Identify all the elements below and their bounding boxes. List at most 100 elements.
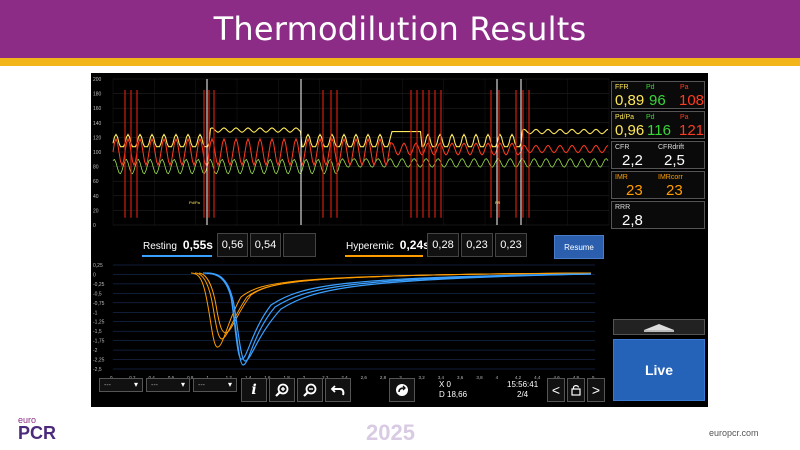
thermo-x-tick: 0,2 xyxy=(129,375,136,380)
resume-button[interactable]: Resume xyxy=(554,235,604,259)
time-readout: 15:56:41 xyxy=(507,380,539,389)
thermo-x-tick: 0,6 xyxy=(168,375,175,380)
transit-time-row: Resting 0,55s 0,56 0,54 Hyperemic 0,24s 0,… xyxy=(138,233,608,261)
dropdown-2[interactable]: --- ▾ xyxy=(146,378,190,392)
cfr-value: 2,2 xyxy=(622,152,643,169)
ffr-box[interactable]: FFR Pd Pa 0,89 96 108 xyxy=(611,81,705,109)
resting-value-3 xyxy=(283,233,316,257)
zoom-in-icon[interactable] xyxy=(269,378,295,402)
thermo-x-ticks: 0 0,2 0,4 0,6 0,8 1 1,2 1,4 1,6 1,8 2 2,2 2,4 2,6 2,8 3… xyxy=(110,375,595,380)
resting-curve-2 xyxy=(204,272,592,366)
thermo-grid xyxy=(113,264,595,370)
pressure-y-tick: 80 xyxy=(93,165,99,171)
time-page-readout: 15:56:41 2/4 xyxy=(507,380,538,400)
thermo-x-tick: 3,2 xyxy=(418,375,425,380)
hyperemic-underline xyxy=(345,255,423,257)
footer-url: europcr.com xyxy=(709,428,759,438)
resting-mean: 0,55s xyxy=(182,238,213,252)
pressure-grid xyxy=(112,78,610,226)
marker-label-fr: FR xyxy=(495,200,500,205)
pdpa-pa-value: 121 xyxy=(679,122,705,139)
thermo-x-tick: 2,4 xyxy=(341,375,348,380)
ecg-trace xyxy=(112,158,609,175)
thermo-y-tick: 0 xyxy=(93,272,96,278)
stack-view-button[interactable] xyxy=(613,319,705,335)
thermo-y-tick: -1,25 xyxy=(93,320,105,326)
pressure-y-tick: 120 xyxy=(93,135,102,141)
pressure-y-tick: 160 xyxy=(93,106,102,112)
lock-icon[interactable] xyxy=(567,378,585,402)
imr-value: 23 xyxy=(626,182,643,199)
thermo-x-tick: 4,2 xyxy=(515,375,522,380)
thermo-x-tick: 2,6 xyxy=(361,375,368,380)
hyperemic-curve-3 xyxy=(198,272,592,334)
pdpa-box[interactable]: Pd/Pa Pd Pa 0,96 116 121 xyxy=(611,111,705,139)
cfr-drift-value: 2,5 xyxy=(664,152,685,169)
thermo-x-tick: 1 xyxy=(206,375,209,380)
thermo-y-tick: 0,25 xyxy=(93,263,103,269)
imr-box[interactable]: IMR IMRcorr 23 23 xyxy=(611,171,705,199)
thermo-y-tick: -2,5 xyxy=(93,367,102,373)
dropdown-3[interactable]: --- ▾ xyxy=(193,378,237,392)
ffr-pd-value: 96 xyxy=(649,92,666,109)
d-readout: D 18,66 xyxy=(439,390,468,399)
chevron-left-icon[interactable]: < xyxy=(547,378,565,402)
pdpa-pd-value: 116 xyxy=(647,122,671,139)
pressure-y-tick: 40 xyxy=(93,194,99,200)
thermo-y-ticks: 0,25 0 -0,25 -0,5 -0,75 -1 -1,25 -1,5 -1,75 -2 -2,… xyxy=(93,263,105,373)
cfr-box[interactable]: CFR CFRdrift 2,2 2,5 xyxy=(611,141,705,169)
pressure-y-tick: 20 xyxy=(93,208,99,214)
x-readout: X 0 xyxy=(439,380,452,389)
thermo-x-tick: 0 xyxy=(110,375,113,380)
caret-down-icon: ▾ xyxy=(180,380,185,389)
resting-underline xyxy=(142,255,212,257)
thermo-x-tick: 1,2 xyxy=(226,375,233,380)
thermo-x-tick: 4,6 xyxy=(553,375,560,380)
monitor-screen: 200 180 160 140 120 100 80 60 40 20 0 Pd/Pa FR Res… xyxy=(91,73,708,407)
live-button[interactable]: Live xyxy=(613,339,705,401)
resting-value-2: 0,54 xyxy=(250,233,281,257)
zoom-out-icon[interactable] xyxy=(297,378,323,402)
hyperemic-value-3: 0,23 xyxy=(495,233,527,257)
hyperemic-value-2: 0,23 xyxy=(461,233,493,257)
undo-icon[interactable] xyxy=(325,378,351,402)
thermo-x-tick: 1,6 xyxy=(264,375,271,380)
thermo-y-tick: -1,75 xyxy=(93,339,105,345)
pressure-y-tick: 200 xyxy=(93,77,102,83)
rrr-box[interactable]: RRR 2,8 xyxy=(611,201,705,229)
hyperemic-label: Hyperemic 0,24s xyxy=(346,238,430,252)
caret-down-icon: ▾ xyxy=(133,380,138,389)
thermo-x-tick: 0,4 xyxy=(149,375,156,380)
pd-trace xyxy=(112,137,609,167)
pressure-y-tick: 0 xyxy=(93,223,96,229)
redo-icon[interactable] xyxy=(389,378,415,402)
chevron-right-icon[interactable]: > xyxy=(587,378,605,402)
pressure-y-tick: 140 xyxy=(93,121,102,127)
cursor-readout: X 0 D 18,66 xyxy=(439,380,467,400)
resting-curve-1 xyxy=(202,272,592,360)
thermo-x-tick: 1,4 xyxy=(245,375,252,380)
thermo-x-tick: 5 xyxy=(592,375,595,380)
stack-icon xyxy=(644,324,674,332)
thermo-y-tick: -1 xyxy=(93,310,98,316)
pressure-y-tick: 180 xyxy=(93,92,102,98)
marker-label-pdpa: Pd/Pa xyxy=(189,200,201,205)
page-readout: 2/4 xyxy=(517,390,529,399)
hyperemic-value-1: 0,28 xyxy=(427,233,459,257)
info-icon[interactable]: i xyxy=(241,378,267,402)
thermo-x-tick: 3 xyxy=(399,375,402,380)
thermo-x-tick: 3,6 xyxy=(457,375,464,380)
title-bar: Thermodilution Results xyxy=(0,0,800,58)
dropdown-1[interactable]: --- ▾ xyxy=(99,378,143,392)
thermo-y-tick: -0,25 xyxy=(93,282,105,288)
results-sidebar: FFR Pd Pa 0,89 96 108 Pd/Pa Pd Pa 0,96 1… xyxy=(611,81,707,231)
thermo-y-tick: -0,75 xyxy=(93,301,105,307)
bottom-toolbar: --- ▾ --- ▾ --- ▾ i X 0 D 18,66 15:56:41 xyxy=(99,378,609,402)
thermodilution-plot: 0,250-0,25-0,5-0,75-1-1,25-1,5-1,75-2-2,… xyxy=(93,263,595,380)
caret-down-icon: ▾ xyxy=(227,380,232,389)
ffr-value: 0,89 xyxy=(615,92,645,109)
thermo-x-tick: 4,8 xyxy=(573,375,580,380)
thermo-x-tick: 3,4 xyxy=(438,375,445,380)
title-underline xyxy=(0,58,800,66)
